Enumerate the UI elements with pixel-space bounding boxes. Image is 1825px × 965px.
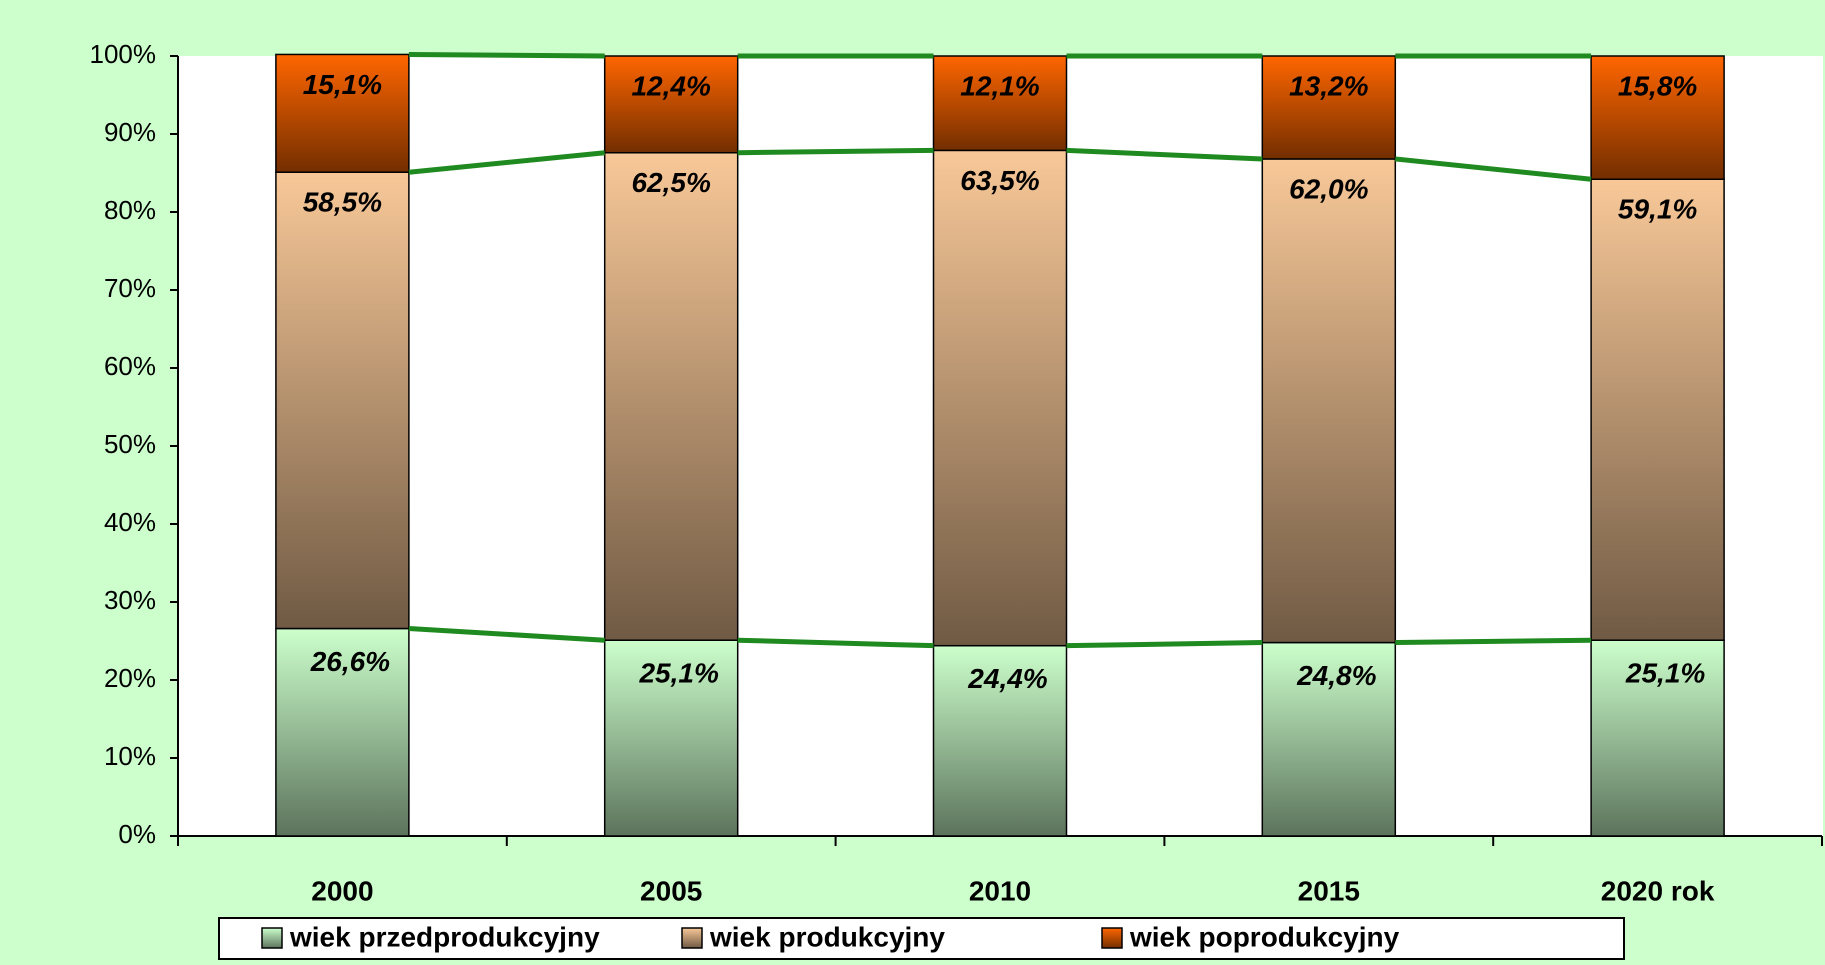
data-label: 12,4% xyxy=(631,70,710,101)
series-line xyxy=(408,626,605,643)
x-tick-label: 2010 xyxy=(969,875,1031,906)
series-line xyxy=(408,150,605,175)
series-line xyxy=(408,51,605,59)
y-tick-label: 10% xyxy=(104,741,156,771)
bar-segment xyxy=(1261,641,1397,837)
series-line xyxy=(1066,640,1263,649)
y-tick-label: 20% xyxy=(104,663,156,693)
legend-swatch xyxy=(681,927,703,949)
x-tick-label: 2005 xyxy=(640,875,702,906)
y-tick-label: 90% xyxy=(104,117,156,147)
data-label: 15,8% xyxy=(1618,70,1697,101)
bar-segment xyxy=(275,53,410,173)
bar-segment xyxy=(1590,639,1725,837)
series-line xyxy=(737,637,934,649)
bar-segment xyxy=(1261,55,1397,160)
data-label: 59,1% xyxy=(1618,194,1697,225)
data-label: 26,6% xyxy=(310,646,390,677)
legend-swatch xyxy=(1101,927,1123,949)
x-tick-label: 2000 xyxy=(311,875,373,906)
bar-segment xyxy=(603,55,739,154)
bar-segment xyxy=(1261,158,1397,644)
y-tick-label: 50% xyxy=(104,429,156,459)
y-tick-label: 40% xyxy=(104,507,156,537)
bar-segment xyxy=(1590,55,1725,180)
y-tick-label: 100% xyxy=(90,39,157,69)
bar-segment xyxy=(275,171,410,630)
data-label: 62,5% xyxy=(631,167,710,198)
legend-label: wiek przedprodukcyjny xyxy=(289,921,600,952)
legend-label: wiek produkcyjny xyxy=(709,921,945,952)
bar-segment xyxy=(1590,178,1725,641)
series-line xyxy=(1395,156,1592,182)
data-label: 13,2% xyxy=(1289,70,1368,101)
data-label: 24,4% xyxy=(967,663,1047,694)
data-label: 15,1% xyxy=(303,69,382,100)
bar-segment xyxy=(603,151,739,641)
data-label: 58,5% xyxy=(303,187,382,218)
legend-label: wiek poprodukcyjny xyxy=(1129,921,1400,952)
x-tick-label: 2015 xyxy=(1298,875,1360,906)
series-line xyxy=(1395,637,1592,646)
data-label: 12,1% xyxy=(960,70,1039,101)
bar-segment xyxy=(603,639,739,837)
bar-segment xyxy=(932,149,1068,647)
data-label: 25,1% xyxy=(638,658,718,689)
x-tick-label: 2020 rok xyxy=(1601,875,1715,906)
y-tick-label: 70% xyxy=(104,273,156,303)
y-tick-label: 80% xyxy=(104,195,156,225)
bar-segment xyxy=(932,55,1068,152)
data-label: 24,8% xyxy=(1296,660,1376,691)
legend-box xyxy=(218,917,1625,960)
series-line xyxy=(737,147,934,156)
data-label: 62,0% xyxy=(1289,173,1368,204)
y-tick-label: 60% xyxy=(104,351,156,381)
legend-swatch xyxy=(261,927,283,949)
data-label: 63,5% xyxy=(960,165,1039,196)
data-label: 25,1% xyxy=(1625,658,1705,689)
y-tick-label: 0% xyxy=(118,819,156,849)
series-line xyxy=(1066,147,1263,162)
bar-segment xyxy=(932,644,1068,837)
y-tick-label: 30% xyxy=(104,585,156,615)
